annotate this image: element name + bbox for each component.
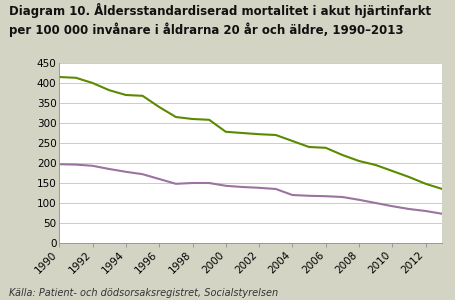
Kvinnor xyxy=(206,181,212,185)
Män xyxy=(422,182,427,186)
Män xyxy=(140,94,145,98)
Män xyxy=(372,163,378,167)
Kvinnor xyxy=(106,167,112,171)
Män xyxy=(90,81,95,85)
Män xyxy=(73,76,79,80)
Män xyxy=(123,93,128,97)
Män xyxy=(189,117,195,121)
Kvinnor xyxy=(123,170,128,174)
Kvinnor xyxy=(156,177,162,181)
Kvinnor xyxy=(239,185,245,189)
Line: Män: Män xyxy=(59,77,441,189)
Män xyxy=(106,88,112,92)
Kvinnor xyxy=(372,201,378,205)
Kvinnor xyxy=(322,194,328,198)
Kvinnor xyxy=(256,186,261,190)
Män xyxy=(289,139,294,143)
Line: Kvinnor: Kvinnor xyxy=(59,164,441,214)
Text: Källa: Patient- och dödsorsaksregistret, Socialstyrelsen: Källa: Patient- och dödsorsaksregistret,… xyxy=(9,289,278,298)
Kvinnor xyxy=(405,207,411,211)
Män xyxy=(206,118,212,122)
Text: Diagram 10. Åldersstandardiserad mortalitet i akut hjärtinfarkt
per 100 000 invå: Diagram 10. Åldersstandardiserad mortali… xyxy=(9,3,430,37)
Kvinnor xyxy=(439,212,444,216)
Män xyxy=(355,159,361,163)
Män xyxy=(156,105,162,109)
Kvinnor xyxy=(189,181,195,185)
Kvinnor xyxy=(273,187,278,191)
Kvinnor xyxy=(73,163,79,166)
Män xyxy=(173,115,178,119)
Kvinnor xyxy=(90,164,95,168)
Män xyxy=(339,153,344,157)
Män xyxy=(389,169,394,173)
Män xyxy=(306,145,311,149)
Män xyxy=(273,133,278,137)
Män xyxy=(405,175,411,179)
Kvinnor xyxy=(422,209,427,213)
Kvinnor xyxy=(289,193,294,197)
Män xyxy=(56,75,62,79)
Kvinnor xyxy=(56,162,62,166)
Kvinnor xyxy=(355,198,361,202)
Män xyxy=(439,187,444,191)
Kvinnor xyxy=(389,204,394,208)
Män xyxy=(256,132,261,136)
Kvinnor xyxy=(222,184,228,188)
Kvinnor xyxy=(140,172,145,176)
Män xyxy=(222,130,228,134)
Kvinnor xyxy=(173,182,178,186)
Kvinnor xyxy=(339,195,344,199)
Män xyxy=(239,131,245,135)
Kvinnor xyxy=(306,194,311,198)
Män xyxy=(322,146,328,150)
